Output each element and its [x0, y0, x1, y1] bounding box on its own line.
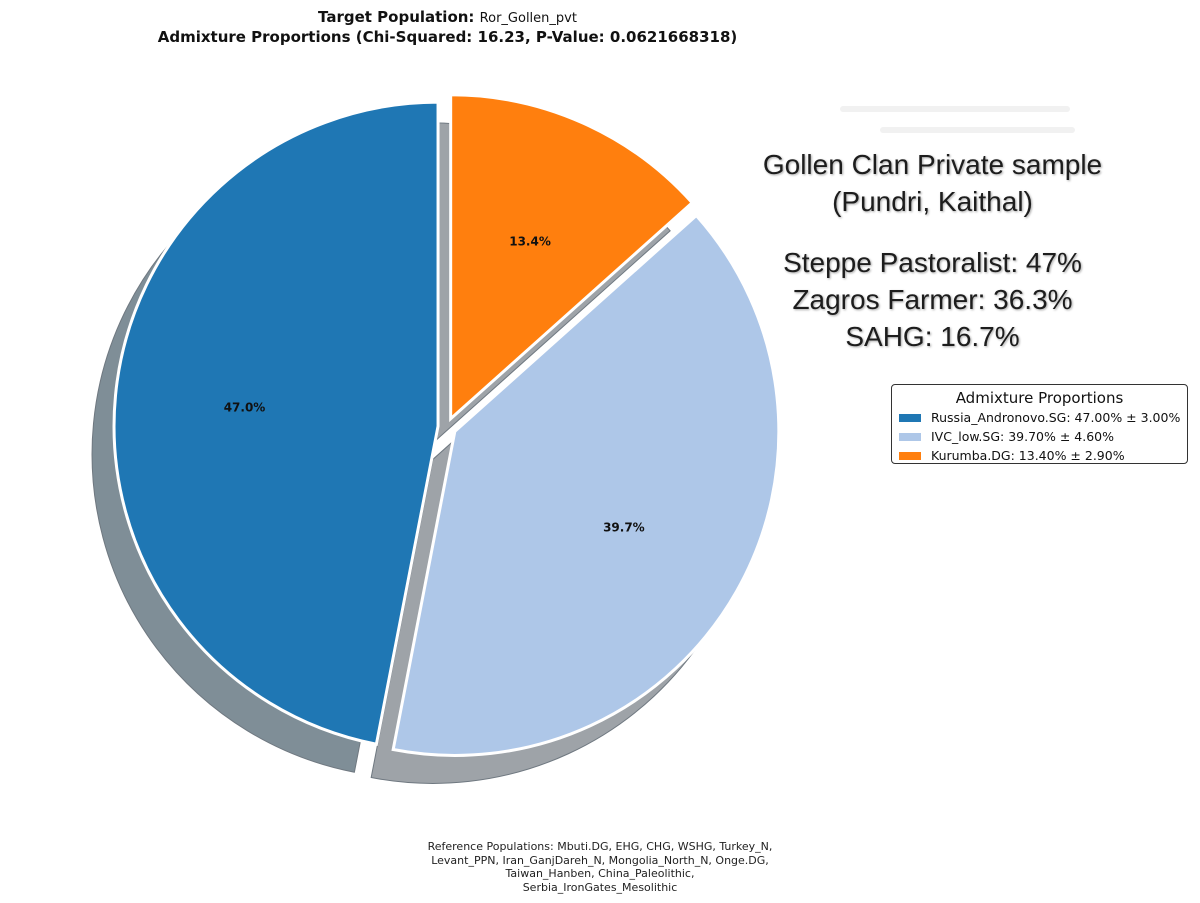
legend-title: Admixture Proportions — [955, 389, 1124, 407]
slice-label-kurumba: 13.4% — [509, 234, 551, 248]
reference-line: Reference Populations: Mbuti.DG, EHG, CH… — [427, 840, 773, 853]
reference-line: Levant_PPN, Iran_GanjDareh_N, Mongolia_N… — [431, 853, 769, 867]
legend-label: Russia_Andronovo.SG: 47.00% ± 3.00% — [931, 410, 1181, 425]
pie-slices — [112, 93, 781, 757]
pie-labels: 47.0% 39.7% 13.4% — [224, 234, 645, 534]
overlay-heading-line-1: Gollen Clan Private sample — [762, 149, 1103, 180]
legend-item: Kurumba.DG: 13.40% ± 2.90% — [892, 446, 1187, 465]
overlay-stat-zagros: Zagros Farmer: 36.3% — [792, 284, 1073, 315]
legend-swatch — [899, 413, 921, 422]
legend-swatch — [899, 451, 921, 460]
overlay-heading-line-2: (Pundri, Kaithal) — [832, 186, 1033, 217]
slice-kurumba — [449, 93, 695, 423]
reference-line: Taiwan_Hanben, China_Paleolithic, — [505, 867, 695, 880]
legend-item: IVC_low.SG: 39.70% ± 4.60% — [892, 427, 1187, 446]
legend-swatch — [899, 432, 921, 441]
faint-text-artifact — [880, 127, 1075, 133]
target-population-name: Ror_Gollen_pvt — [479, 11, 577, 26]
legend-label: Kurumba.DG: 13.40% ± 2.90% — [931, 448, 1125, 463]
legend-label: IVC_low.SG: 39.70% ± 4.60% — [931, 429, 1114, 444]
reference-line: Serbia_IronGates_Mesolithic — [522, 880, 678, 894]
legend-item: Russia_Andronovo.SG: 47.00% ± 3.00% — [892, 408, 1187, 427]
slice-ivc-low — [391, 213, 781, 757]
title-line-2: Admixture Proportions (Chi-Squared: 16.2… — [157, 28, 738, 46]
slice-label-ivc-low: 39.7% — [603, 520, 645, 534]
annotation-overlay: Gollen Clan Private sample (Pundri, Kait… — [700, 146, 1165, 355]
reference-populations: Reference Populations: Mbuti.DG, EHG, CH… — [395, 840, 805, 894]
slice-russia-andronovo — [112, 100, 440, 746]
title-line-1: Target Population: Ror_Gollen_pvt — [0, 8, 895, 28]
slice-label-russia-andronovo: 47.0% — [224, 401, 266, 415]
faint-text-artifact — [840, 106, 1070, 112]
chart-title: Target Population: Ror_Gollen_pvt Admixt… — [0, 8, 895, 46]
title-prefix: Target Population: — [318, 8, 475, 26]
overlay-stat-sahg: SAHG: 16.7% — [845, 321, 1020, 352]
chart-legend: Admixture Proportions Russia_Andronovo.S… — [891, 384, 1188, 464]
overlay-stat-steppe: Steppe Pastoralist: 47% — [783, 247, 1082, 278]
